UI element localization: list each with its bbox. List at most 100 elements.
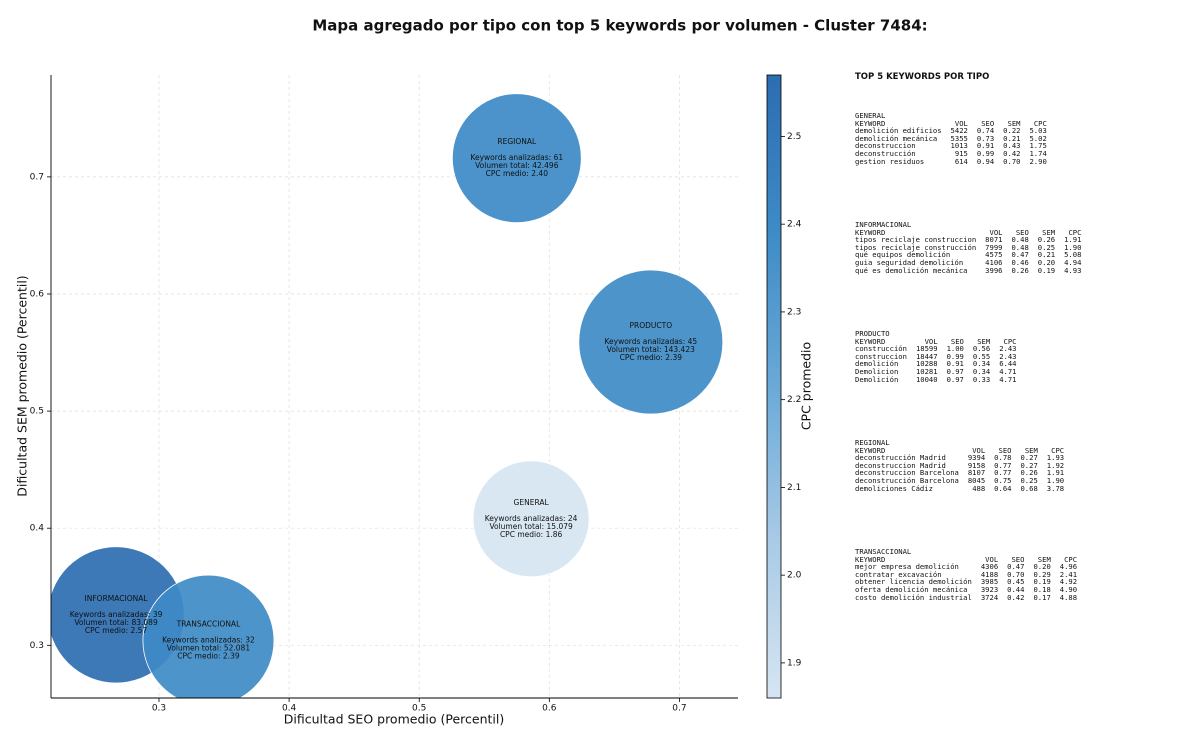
- keyword-cell: 1.91: [1046, 468, 1065, 478]
- keyword-cell: 9158: [967, 460, 986, 470]
- section-row: GENERAL: [855, 112, 1047, 120]
- keyword-cell: gestion residuos: [855, 156, 925, 166]
- keyword-cell: 4.71: [999, 374, 1017, 384]
- section-row: TRANSACCIONAL: [855, 548, 1077, 556]
- bubble: [578, 269, 724, 415]
- keyword-cell: 0.17: [1033, 592, 1051, 602]
- keyword-cell: 0.46: [1011, 257, 1029, 267]
- keyword-cell: 0.43: [1003, 141, 1021, 151]
- keyword-row: demolición mecánica 5355 0.73 0.21 5.02: [855, 135, 1047, 143]
- keyword-cell: 0.29: [1033, 569, 1051, 579]
- keyword-cell: 0.25: [1037, 242, 1056, 252]
- keyword-cell: 0.77: [994, 460, 1012, 470]
- column-header: VOL: [985, 554, 999, 564]
- keyword-cell: 915: [954, 148, 968, 158]
- keyword-cell: 4.71: [999, 366, 1017, 376]
- keyword-cell: demolición edificios: [855, 126, 942, 136]
- column-header: SEM: [977, 336, 991, 346]
- keyword-cell: 0.18: [1033, 584, 1051, 594]
- bubble-annotation: CPC medio: 2.57: [85, 626, 148, 635]
- x-axis-label: Dificultad SEO promedio (Percentil): [284, 712, 504, 727]
- colorbar-tick-label: 2.4: [787, 220, 802, 230]
- keyword-cell: costo demolición industrial: [855, 592, 972, 602]
- keyword-table: PRODUCTO KEYWORD VOL SEO SEM CPC construcción 1…: [855, 330, 1017, 383]
- column-header: KEYWORD: [855, 227, 886, 237]
- bubble-annotation: Volumen total: 15.079: [489, 522, 573, 531]
- keyword-cell: 9394: [967, 453, 986, 463]
- keyword-cell: 0.47: [1011, 250, 1029, 260]
- y-axis-label: Dificultad SEM promedio (Percentil): [15, 275, 30, 496]
- column-header: KEYWORD: [855, 445, 886, 455]
- keyword-cell: 0.27: [1020, 453, 1038, 463]
- keyword-cell: 0.21: [1003, 133, 1021, 143]
- keyword-cell: 0.74: [976, 126, 995, 136]
- x-tick-label: 0.7: [672, 704, 686, 714]
- keyword-cell: 614: [954, 156, 968, 166]
- keyword-cell: deconstruccion: [855, 141, 916, 151]
- bubble-annotation: Volumen total: 42.496: [475, 161, 559, 170]
- section-name: TRANSACCIONAL: [855, 547, 912, 556]
- bubbles: [51, 93, 724, 698]
- panel-title: TOP 5 KEYWORDS POR TIPO: [855, 72, 990, 82]
- keyword-cell: 0.33: [972, 374, 991, 384]
- keyword-cell: 0.91: [946, 359, 964, 369]
- column-header: CPC: [1003, 336, 1017, 346]
- header-row: KEYWORD VOL SEO SEM CPC: [855, 554, 1078, 564]
- bubble-annotation: Volumen total: 52.081: [167, 644, 251, 653]
- column-header: SEM: [1037, 554, 1051, 564]
- keyword-cell: 18599: [915, 344, 938, 354]
- x-tick-label: 0.6: [542, 704, 557, 714]
- keyword-cell: 0.78: [994, 453, 1012, 463]
- keyword-cell: 0.22: [1003, 126, 1021, 136]
- column-header: SEM: [1024, 445, 1038, 455]
- keyword-row: costo demolición industrial 3724 0.42 0.17 4…: [855, 592, 1077, 602]
- keyword-cell: 0.91: [976, 141, 995, 151]
- keyword-cell: 0.42: [1007, 592, 1025, 602]
- keyword-cell: 0.34: [972, 366, 991, 376]
- keyword-row: contratar excavación 4188 0.70 0.29 2.41: [855, 571, 1077, 579]
- bubble-label: REGIONAL: [497, 137, 537, 146]
- keyword-cell: 0.48: [1011, 235, 1029, 245]
- header-row: KEYWORD VOL SEO SEM CPC: [855, 445, 1065, 455]
- keyword-cell: 6.44: [999, 359, 1017, 369]
- keyword-section: GENERAL KEYWORD VOL SEO SEM CPC demolición edi…: [855, 112, 1047, 165]
- section-name: INFORMACIONAL: [855, 220, 912, 229]
- keyword-cell: 1.90: [1064, 242, 1082, 252]
- keyword-cell: 8071: [985, 235, 1003, 245]
- bubble-label: GENERAL: [514, 498, 550, 507]
- keyword-cell: 488: [972, 483, 986, 493]
- keyword-cell: 0.64: [994, 483, 1012, 493]
- y-tick-label: 0.5: [30, 407, 44, 417]
- keyword-cell: Demolición: [855, 374, 899, 384]
- keyword-cell: qué equipos demolición: [855, 250, 951, 260]
- keyword-cell: 4106: [985, 257, 1003, 267]
- keyword-cell: 0.26: [1020, 468, 1038, 478]
- bubble: [472, 460, 590, 578]
- column-header: CPC: [1051, 445, 1065, 455]
- y-tick-label: 0.3: [30, 641, 44, 651]
- keyword-cell: demoliciones Cádiz: [855, 483, 933, 493]
- colorbar: [766, 74, 782, 699]
- keyword-cell: 0.47: [1007, 562, 1025, 572]
- keyword-cell: 0.56: [972, 344, 991, 354]
- keyword-cell: 3724: [980, 592, 999, 602]
- column-header: KEYWORD: [855, 118, 886, 128]
- column-header: SEM: [1007, 118, 1021, 128]
- bubble-label: TRANSACCIONAL: [176, 620, 241, 629]
- column-header: VOL: [989, 227, 1003, 237]
- colorbar-tick-label: 2.2: [787, 395, 801, 405]
- keyword-row: qué es demolición mecánica 3996 0.26 0.19 4.…: [855, 266, 1081, 275]
- keyword-cell: deconstruccion Madrid: [855, 460, 946, 470]
- colorbar-tick-label: 1.9: [787, 658, 802, 668]
- keyword-cell: 0.26: [1037, 235, 1056, 245]
- keyword-cell: 0.97: [946, 366, 964, 376]
- bubble-annotation: Keywords analizadas: 39: [70, 610, 163, 619]
- section-row: REGIONAL: [855, 439, 1064, 447]
- keyword-cell: 4.96: [1059, 562, 1078, 572]
- keyword-row: mejor empresa demolición 4306 0.47 0.20 4.96: [855, 563, 1077, 571]
- bubble-annotation: CPC medio: 2.39: [177, 652, 240, 661]
- column-header: CPC: [1033, 118, 1047, 128]
- keyword-cell: 0.75: [994, 475, 1012, 485]
- column-header: CPC: [1064, 554, 1078, 564]
- keyword-cell: 5355: [950, 133, 968, 143]
